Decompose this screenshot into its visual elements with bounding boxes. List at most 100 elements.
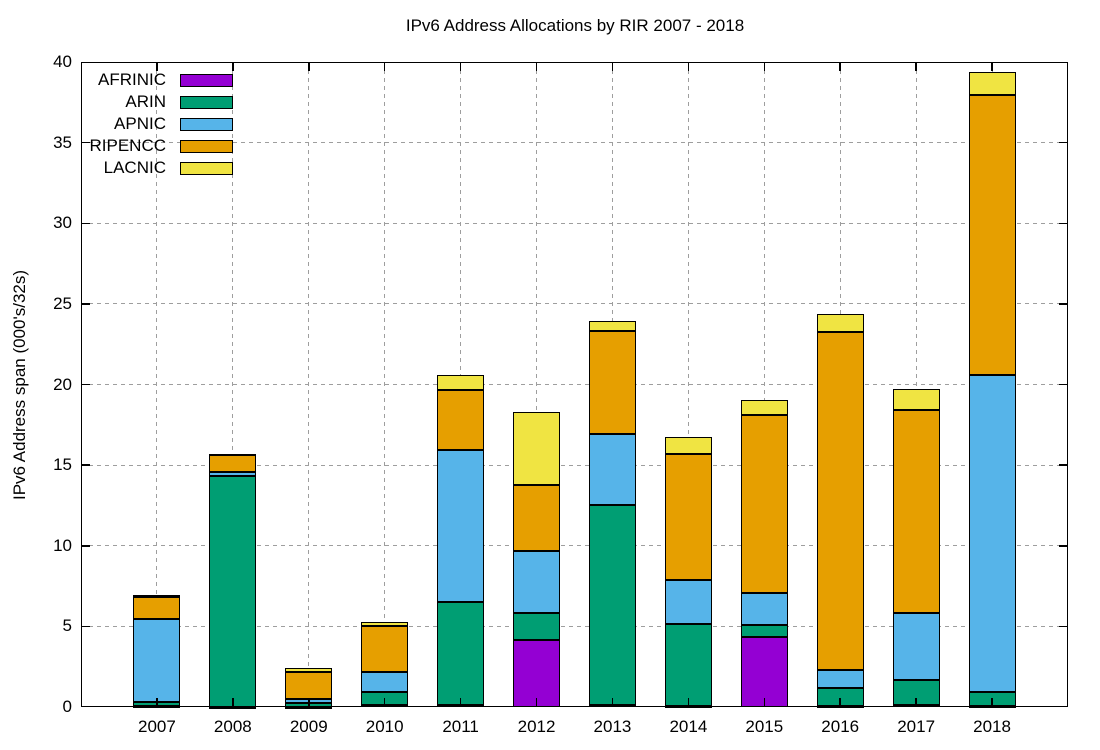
legend-row-afrinic: AFRINIC <box>60 69 233 91</box>
bar-segment-arin-2015 <box>740 624 788 637</box>
legend-row-arin: ARIN <box>60 91 233 113</box>
legend-swatch-arin <box>180 95 233 109</box>
y-tick-mark-left <box>81 545 90 547</box>
x-tick-mark-bottom <box>459 698 462 707</box>
chart-title: IPv6 Address Allocations by RIR 2007 - 2… <box>405 16 745 35</box>
bar-segment-lacnic-2012 <box>513 411 561 486</box>
bar-segment-lacnic-2014 <box>664 436 712 454</box>
x-tick-mark-bottom <box>991 698 993 707</box>
bar-segment-apnic-2007 <box>133 619 181 703</box>
bar-segment-lacnic-2010 <box>361 622 409 627</box>
bar-segment-lacnic-2011 <box>437 375 485 391</box>
bar-segment-apnic-2012 <box>513 551 561 613</box>
x-tick-label: 2008 <box>213 717 252 736</box>
bar-segment-ripencc-2017 <box>892 410 940 614</box>
x-tick-label: 2011 <box>442 717 479 736</box>
bar-segment-lacnic-2018 <box>968 72 1016 96</box>
x-tick-label: 2015 <box>745 717 784 736</box>
bar-segment-arin-2012 <box>513 612 561 641</box>
x-tick-mark-bottom <box>687 698 690 707</box>
x-tick-mark-top <box>611 62 614 71</box>
y-tick-label: 40 <box>53 52 72 71</box>
y-tick-mark-right <box>1059 141 1068 144</box>
x-tick-mark-top <box>915 62 917 71</box>
bar-segment-apnic-2016 <box>816 669 864 689</box>
y-tick-mark-left <box>81 464 90 466</box>
x-tick-mark-bottom <box>839 698 841 707</box>
y-tick-label: 5 <box>62 616 72 636</box>
x-tick-mark-bottom <box>383 698 386 707</box>
y-tick-mark-left <box>81 222 90 224</box>
gridline-vertical <box>536 62 538 707</box>
legend-label-afrinic: AFRINIC <box>98 70 166 89</box>
y-tick-mark-right <box>1059 625 1068 628</box>
x-tick-mark-top <box>308 62 310 71</box>
bar-segment-apnic-2013 <box>588 433 636 505</box>
x-tick-mark-bottom <box>308 698 310 707</box>
bar-segment-afrinic-2015 <box>740 636 788 707</box>
legend-label-lacnic: LACNIC <box>103 158 166 177</box>
bar-segment-arin-2014 <box>664 623 712 707</box>
gridline-horizontal <box>81 464 1068 466</box>
gridline-horizontal <box>81 545 1068 547</box>
legend: AFRINIC ARIN APNIC RIPENCC LACNIC <box>60 69 233 179</box>
bar-segment-arin-2011 <box>437 602 485 705</box>
x-tick-label: 2009 <box>289 717 328 736</box>
bar-segment-ripencc-2016 <box>816 332 864 670</box>
y-tick-mark-right <box>1059 222 1068 224</box>
x-tick-mark-top <box>232 62 234 71</box>
gridline-horizontal <box>81 222 1068 224</box>
gridline-vertical <box>384 62 386 707</box>
x-tick-mark-top <box>839 62 841 71</box>
x-tick-label: 2014 <box>669 717 708 736</box>
x-tick-label: 2016 <box>821 717 860 736</box>
bar-segment-ripencc-2007 <box>133 597 181 620</box>
legend-row-ripencc: RIPENCC <box>60 135 233 157</box>
y-tick-label: 20 <box>53 374 72 394</box>
y-tick-label: 10 <box>53 535 72 555</box>
x-tick-mark-top <box>991 62 993 71</box>
legend-label-ripencc: RIPENCC <box>89 136 166 155</box>
bar-segment-afrinic-2009 <box>285 706 333 709</box>
x-tick-mark-top <box>459 62 462 71</box>
bar-segment-ripencc-2013 <box>588 331 636 434</box>
gridline-vertical <box>232 62 234 707</box>
y-tick-label: 35 <box>53 132 72 152</box>
bar-segment-apnic-2011 <box>437 449 485 603</box>
y-axis-label: IPv6 Address span (000's/32s) <box>10 269 29 501</box>
legend-row-lacnic: LACNIC <box>60 157 233 179</box>
x-tick-label: 2012 <box>517 717 556 736</box>
x-tick-mark-top <box>156 62 158 71</box>
x-tick-mark-bottom <box>535 698 538 707</box>
y-tick-mark-right <box>1059 383 1068 386</box>
gridline-vertical <box>915 62 917 707</box>
legend-swatch-afrinic <box>180 73 233 87</box>
y-tick-mark-left <box>81 141 90 144</box>
bar-segment-apnic-2014 <box>664 580 712 624</box>
bar-segment-ripencc-2010 <box>361 626 409 672</box>
legend-swatch-apnic <box>180 117 233 131</box>
bar-segment-ripencc-2008 <box>209 454 257 473</box>
bar-segment-ripencc-2014 <box>664 453 712 581</box>
bar-segment-apnic-2008 <box>209 472 257 476</box>
x-tick-mark-top <box>383 62 386 71</box>
bar-segment-ripencc-2015 <box>740 415 788 594</box>
x-tick-mark-bottom <box>156 698 158 707</box>
gridline-horizontal <box>81 142 1068 144</box>
bar-segment-apnic-2018 <box>968 374 1016 692</box>
legend-swatch-lacnic <box>180 161 233 175</box>
bar-segment-lacnic-2017 <box>892 388 940 411</box>
bar-segment-apnic-2015 <box>740 593 788 625</box>
gridline-horizontal <box>81 384 1068 385</box>
y-tick-mark-right <box>1059 464 1068 466</box>
bar-segment-arin-2013 <box>588 504 636 706</box>
x-tick-mark-bottom <box>763 698 766 707</box>
bar-segment-lacnic-2015 <box>740 399 788 416</box>
x-tick-label: 2007 <box>138 717 176 736</box>
bar-segment-apnic-2017 <box>892 613 940 681</box>
x-tick-mark-bottom <box>915 698 917 707</box>
y-tick-mark-left <box>81 383 90 386</box>
y-tick-mark-left <box>81 303 90 305</box>
y-tick-mark-left <box>81 625 90 628</box>
x-tick-label: 2018 <box>973 717 1011 736</box>
